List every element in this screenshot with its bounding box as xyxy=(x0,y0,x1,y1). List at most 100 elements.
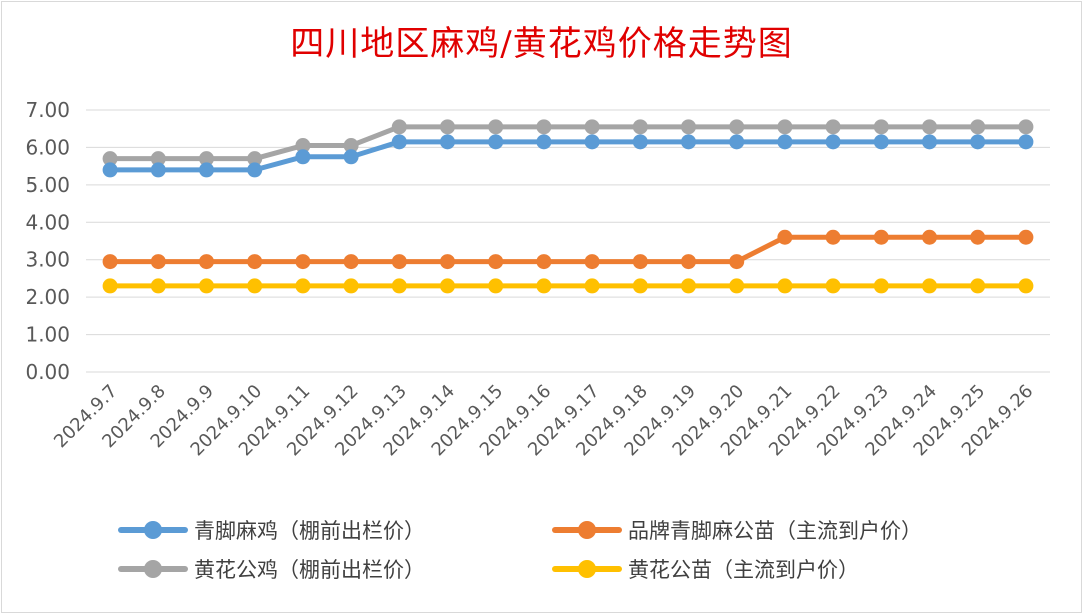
legend-swatch-icon xyxy=(118,554,188,584)
y-axis-ticks: 0.00 1.00 2.00 3.00 4.00 5.00 6.00 7.00 xyxy=(25,98,70,384)
legend-item-huanghua-gongji[interactable]: 黄花公鸡（棚前出栏价） xyxy=(118,554,425,584)
data-point[interactable] xyxy=(584,119,600,135)
data-point[interactable] xyxy=(922,229,937,245)
data-point[interactable] xyxy=(536,278,552,294)
x-axis-ticks: 2024.9.72024.9.82024.9.92024.9.102024.9.… xyxy=(50,381,1037,461)
data-point[interactable] xyxy=(970,119,986,135)
data-point[interactable] xyxy=(150,278,166,294)
data-point[interactable] xyxy=(102,162,118,178)
legend-label: 黄花公鸡（棚前出栏价） xyxy=(194,558,425,582)
data-point[interactable] xyxy=(584,134,600,150)
data-point[interactable] xyxy=(247,162,263,178)
data-point[interactable] xyxy=(102,278,118,294)
data-point[interactable] xyxy=(777,134,793,150)
data-point[interactable] xyxy=(536,119,552,135)
data-point[interactable] xyxy=(488,254,504,270)
data-point[interactable] xyxy=(922,278,937,294)
data-point[interactable] xyxy=(440,278,455,294)
data-point[interactable] xyxy=(536,134,552,150)
data-point[interactable] xyxy=(343,138,359,154)
data-point[interactable] xyxy=(729,134,745,150)
data-point[interactable] xyxy=(488,134,504,150)
data-point[interactable] xyxy=(488,119,504,135)
data-point[interactable] xyxy=(391,134,407,150)
data-point[interactable] xyxy=(1018,134,1034,150)
data-point[interactable] xyxy=(632,119,648,135)
data-point[interactable] xyxy=(825,134,841,150)
legend-label: 黄花公苗（主流到户价） xyxy=(628,558,859,582)
data-point[interactable] xyxy=(391,254,407,270)
data-point[interactable] xyxy=(777,229,793,245)
data-point[interactable] xyxy=(681,119,696,135)
data-point[interactable] xyxy=(632,254,648,270)
data-point[interactable] xyxy=(199,151,214,167)
y-tick-label: 1.00 xyxy=(25,323,70,347)
data-point[interactable] xyxy=(199,278,214,294)
data-point[interactable] xyxy=(681,278,696,294)
data-point[interactable] xyxy=(102,254,118,270)
data-point[interactable] xyxy=(681,134,696,150)
data-point[interactable] xyxy=(295,138,311,154)
data-point[interactable] xyxy=(199,162,214,178)
data-point[interactable] xyxy=(970,134,986,150)
data-point[interactable] xyxy=(584,278,600,294)
data-point[interactable] xyxy=(247,254,263,270)
data-point[interactable] xyxy=(391,119,407,135)
data-point[interactable] xyxy=(632,278,648,294)
data-point[interactable] xyxy=(440,134,455,150)
data-point[interactable] xyxy=(970,229,986,245)
data-point[interactable] xyxy=(873,278,889,294)
data-point[interactable] xyxy=(150,162,166,178)
data-point[interactable] xyxy=(1018,119,1034,135)
data-point[interactable] xyxy=(1018,278,1034,294)
legend-marker-icon xyxy=(578,560,596,578)
legend-swatch-icon xyxy=(118,515,188,545)
legend-marker-icon xyxy=(578,521,596,539)
legend-item-pinpai-gongmiao[interactable]: 品牌青脚麻公苗（主流到户价） xyxy=(552,515,922,545)
data-point[interactable] xyxy=(247,278,263,294)
data-point[interactable] xyxy=(440,119,455,135)
legend-label: 青脚麻鸡（棚前出栏价） xyxy=(194,519,425,543)
data-point[interactable] xyxy=(536,254,552,270)
data-point[interactable] xyxy=(150,254,166,270)
data-point[interactable] xyxy=(729,278,745,294)
legend-item-huanghua-gongmiao[interactable]: 黄花公苗（主流到户价） xyxy=(552,554,859,584)
data-point[interactable] xyxy=(970,278,986,294)
data-point[interactable] xyxy=(1018,229,1034,245)
data-point[interactable] xyxy=(632,134,648,150)
data-point[interactable] xyxy=(295,149,311,165)
data-point[interactable] xyxy=(922,119,937,135)
legend-item-qingjiao-maji[interactable]: 青脚麻鸡（棚前出栏价） xyxy=(118,515,425,545)
data-point[interactable] xyxy=(729,119,745,135)
data-point[interactable] xyxy=(343,149,359,165)
data-point[interactable] xyxy=(681,254,696,270)
data-point[interactable] xyxy=(922,134,937,150)
data-point[interactable] xyxy=(777,278,793,294)
data-point[interactable] xyxy=(729,254,745,270)
data-point[interactable] xyxy=(150,151,166,167)
series-line xyxy=(107,139,1029,173)
data-point[interactable] xyxy=(777,119,793,135)
data-point[interactable] xyxy=(825,278,841,294)
data-point[interactable] xyxy=(199,254,214,270)
series-1 xyxy=(102,229,1034,270)
data-point[interactable] xyxy=(343,278,359,294)
data-point[interactable] xyxy=(873,134,889,150)
data-point[interactable] xyxy=(873,229,889,245)
data-point[interactable] xyxy=(825,229,841,245)
gridlines xyxy=(86,109,1050,373)
data-point[interactable] xyxy=(584,254,600,270)
y-tick-label: 2.00 xyxy=(25,285,70,309)
data-point[interactable] xyxy=(825,119,841,135)
data-point[interactable] xyxy=(295,254,311,270)
data-point[interactable] xyxy=(873,119,889,135)
series-2 xyxy=(102,119,1034,167)
data-point[interactable] xyxy=(295,278,311,294)
data-point[interactable] xyxy=(488,278,504,294)
data-point[interactable] xyxy=(391,278,407,294)
data-point[interactable] xyxy=(247,151,263,167)
data-point[interactable] xyxy=(343,254,359,270)
data-point[interactable] xyxy=(440,254,455,270)
data-point[interactable] xyxy=(102,151,118,167)
